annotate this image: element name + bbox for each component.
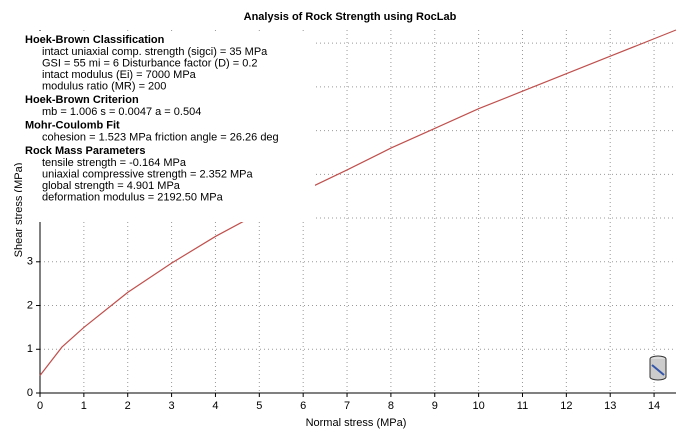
- x-tick-label: 8: [388, 400, 394, 412]
- info-heading: Rock Mass Parameters: [25, 145, 145, 157]
- info-heading: Mohr-Coulomb Fit: [25, 119, 120, 131]
- x-tick-label: 7: [344, 400, 350, 412]
- info-line: intact uniaxial comp. strength (sigci) =…: [42, 46, 268, 58]
- x-axis-label: Normal stress (MPa): [306, 417, 407, 429]
- x-tick-label: 5: [256, 400, 262, 412]
- x-tick-label: 3: [169, 400, 175, 412]
- x-tick-label: 6: [300, 400, 306, 412]
- y-tick-label: 1: [27, 343, 33, 355]
- chart-title: Analysis of Rock Strength using RocLab: [244, 11, 457, 23]
- x-tick-label: 11: [517, 400, 528, 412]
- x-tick-label: 0: [37, 400, 43, 412]
- info-line: modulus ratio (MR) = 200: [42, 80, 166, 92]
- y-tick-label: 2: [27, 299, 33, 311]
- x-tick-label: 9: [432, 400, 438, 412]
- info-heading: Hoek-Brown Criterion: [25, 94, 139, 106]
- info-line: intact modulus (Ei) = 7000 MPa: [42, 69, 197, 81]
- info-line: uniaxial compressive strength = 2.352 MP…: [42, 168, 254, 180]
- x-tick-label: 13: [604, 400, 616, 412]
- roclab-icon: [649, 355, 667, 381]
- info-line: global strength = 4.901 MPa: [42, 180, 181, 192]
- info-line: deformation modulus = 2192.50 MPa: [42, 191, 224, 203]
- x-tick-label: 1: [81, 400, 87, 412]
- x-tick-label: 4: [212, 400, 218, 412]
- info-panel: [22, 31, 315, 222]
- x-tick-label: 12: [560, 400, 572, 412]
- y-tick-label: 3: [27, 256, 33, 268]
- info-line: cohesion = 1.523 MPa friction angle = 26…: [42, 131, 279, 143]
- y-axis-label: Shear stress (MPa): [13, 163, 25, 258]
- x-tick-label: 10: [472, 400, 484, 412]
- info-line: GSI = 55 mi = 6 Disturbance factor (D) =…: [42, 57, 258, 69]
- x-tick-label: 14: [648, 400, 660, 412]
- info-line: mb = 1.006 s = 0.0047 a = 0.504: [42, 106, 201, 118]
- line-series: [39, 29, 677, 376]
- info-line: tensile strength = -0.164 MPa: [42, 157, 187, 169]
- y-tick-label: 0: [27, 387, 33, 399]
- info-heading: Hoek-Brown Classification: [25, 34, 165, 46]
- x-tick-label: 2: [125, 400, 131, 412]
